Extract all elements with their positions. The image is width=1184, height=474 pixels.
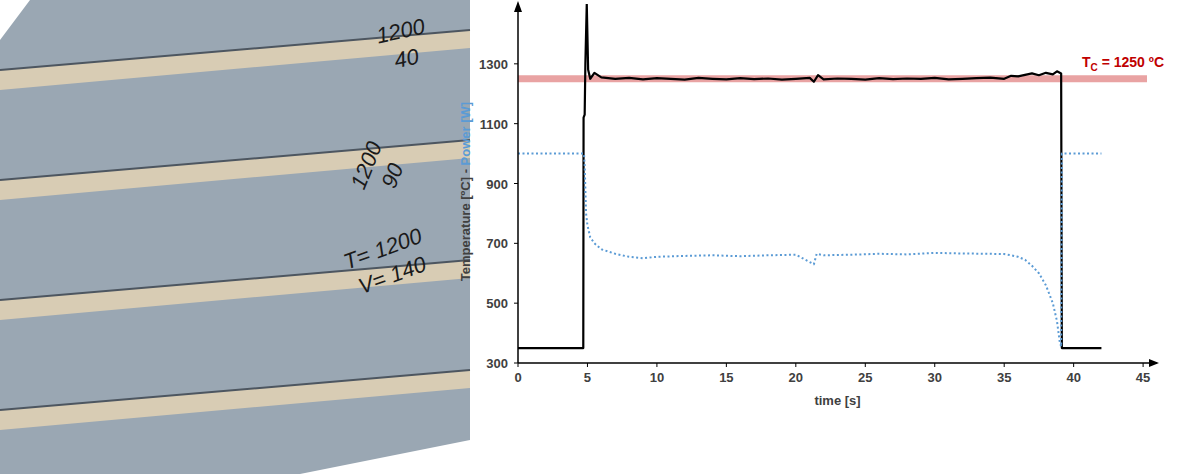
- x-tick-label: 20: [789, 370, 803, 385]
- photo-corner: [300, 440, 470, 474]
- x-tick: [1073, 363, 1074, 367]
- x-tick-label: 30: [928, 370, 942, 385]
- x-tick: [656, 363, 657, 367]
- photo-label: 1200: [374, 13, 428, 48]
- chart: 0 5 10 15 20 25 30 35 40 45 300 500 700 900 1100 1300 ti…: [458, 1, 1164, 408]
- plot-area: [518, 4, 1101, 348]
- y-axis-arrow: [514, 1, 522, 12]
- x-tick-label: 15: [719, 370, 733, 385]
- x-axis-arrow: [1149, 359, 1159, 367]
- y-tick: [514, 243, 518, 244]
- x-tick: [934, 363, 935, 367]
- photo-label: 40: [392, 43, 422, 73]
- y-axis-title-part: -: [458, 165, 473, 177]
- x-tick-label: 40: [1066, 370, 1080, 385]
- x-tick: [865, 363, 866, 367]
- y-tick-label: 1100: [480, 117, 508, 132]
- y-tick-label: 700: [486, 236, 508, 251]
- y-axis-title-part: Power [W]: [458, 102, 473, 166]
- x-axis-title: time [s]: [814, 393, 860, 408]
- x-axis-line: [518, 362, 1157, 364]
- photo-sample: [0, 0, 470, 474]
- x-tick-label: 10: [650, 370, 664, 385]
- y-tick: [514, 363, 518, 364]
- threshold-label-sub: C: [1091, 62, 1098, 73]
- y-tick-label: 300: [486, 356, 508, 371]
- x-tick-label: 5: [584, 370, 591, 385]
- y-axis-title-part: Temperature [ºC]: [458, 177, 473, 281]
- x-tick: [1143, 363, 1144, 367]
- x-tick: [1004, 363, 1005, 367]
- x-tick-label: 25: [858, 370, 872, 385]
- x-tick-label: 35: [997, 370, 1011, 385]
- photo-ground: [0, 0, 470, 474]
- photo-gap: [0, 140, 470, 200]
- series-line: [518, 4, 1101, 348]
- photo-label: V= 140: [355, 251, 430, 299]
- photo-edge: [0, 370, 470, 410]
- y-axis-title: Temperature [ºC] - Power [W]: [458, 102, 473, 281]
- y-tick-label: 900: [486, 177, 508, 192]
- x-tick: [726, 363, 727, 367]
- y-tick: [514, 123, 518, 124]
- x-tick-label: 0: [514, 370, 521, 385]
- y-tick: [514, 183, 518, 184]
- y-tick-label: 1300: [479, 57, 508, 72]
- x-tick: [587, 363, 588, 367]
- figure: 120040120090T= 1200V= 140051015202530354…: [0, 0, 1184, 474]
- x-tick: [518, 363, 519, 367]
- photo-label: 90: [376, 159, 409, 192]
- y-tick: [514, 63, 518, 64]
- threshold-label: TC = 1250 ºC: [1082, 54, 1164, 73]
- x-tick: [795, 363, 796, 367]
- y-tick: [514, 303, 518, 304]
- series-line: [518, 154, 1101, 347]
- y-tick-label: 500: [486, 296, 508, 311]
- x-tick-label: 45: [1136, 370, 1150, 385]
- axes: 0 5 10 15 20 25 30 35 40 45 300 500 700 900 1100 1300: [479, 1, 1159, 385]
- photo: 120040120090T= 1200V= 140: [0, 0, 470, 474]
- photo-gap: [0, 370, 470, 430]
- threshold-label-text: = 1250 ºC: [1098, 54, 1164, 70]
